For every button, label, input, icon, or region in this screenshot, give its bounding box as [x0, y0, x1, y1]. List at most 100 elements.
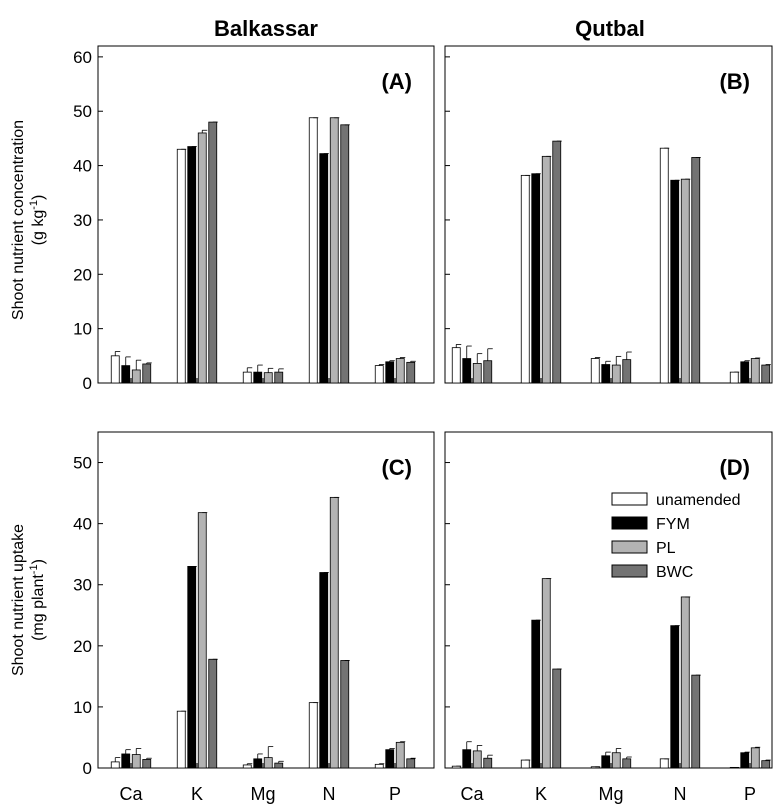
bar-bwc-mg [622, 359, 632, 384]
ylabel-top-line1: Shoot nutrient concentration [10, 120, 27, 320]
bar-fym-ca [462, 749, 472, 769]
bar-bwc-p [406, 361, 416, 384]
bar-bwc-n [691, 674, 701, 769]
bar-fym-k [531, 619, 541, 769]
bar-bwc-n [340, 660, 350, 769]
legend-label-fym: FYM [656, 516, 690, 533]
bar-bwc-k [208, 121, 218, 384]
panel-a: 0 10 20 30 40 50 60 (A) [73, 45, 435, 393]
y-tick-label: 20 [73, 265, 92, 284]
bar-unamended-p [374, 763, 384, 769]
bar-fym-p [740, 361, 750, 384]
bar-bwc-mg [274, 762, 284, 769]
bar-pl-mg [263, 757, 273, 769]
bar-bwc-k [552, 140, 562, 384]
bar-fym-k [187, 146, 197, 384]
y-tick-label: 0 [83, 759, 92, 778]
bar-pl-k [541, 155, 551, 384]
x-tick-label-p: P [744, 784, 756, 804]
legend: unamended FYM PL BWC [611, 492, 741, 581]
bar-bwc-ca [142, 759, 152, 769]
x-tick-label-n: N [323, 784, 336, 804]
bar-fym-n [670, 179, 680, 384]
ylabel-bottom-line2: (mg plant-1) [28, 559, 47, 641]
panel-b: (B) [444, 45, 773, 384]
bar-fym-p [385, 361, 395, 384]
legend-swatch-fym [611, 516, 648, 530]
panel-frame [97, 45, 435, 384]
panel-c: 0 10 20 30 40 50 Ca K Mg N P (C) [73, 431, 435, 804]
panel-label-c: (C) [381, 455, 412, 480]
bar-unamended-n [659, 758, 669, 769]
bar-unamended-p [374, 365, 384, 384]
ylabel-bottom: Shoot nutrient uptake (mg plant-1) [10, 524, 47, 676]
bar-unamended-k [176, 710, 186, 769]
bar-bwc-p [761, 760, 771, 769]
bar-fym-mg [601, 364, 611, 384]
bar-pl-k [541, 578, 551, 769]
y-tick-label: 10 [73, 320, 92, 339]
bar-bwc-k [208, 658, 218, 769]
bar-unamended-n [308, 702, 318, 769]
x-tick-label-n: N [674, 784, 687, 804]
x-tick-label-p: P [389, 784, 401, 804]
panel-label-a: (A) [381, 69, 412, 94]
bar-unamended-p [729, 371, 739, 384]
y-tick-label: 20 [73, 637, 92, 656]
bar-bwc-mg [274, 371, 284, 384]
y-tick-label: 10 [73, 698, 92, 717]
bar-bwc-k [552, 668, 562, 769]
bar-fym-k [531, 173, 541, 384]
bar-pl-p [750, 747, 760, 769]
legend-label-bwc: BWC [656, 564, 693, 581]
y-tick-label: 50 [73, 454, 92, 473]
ylabel-top-unit: (g kg [30, 210, 47, 246]
bar-unamended-mg [242, 371, 252, 384]
legend-label-pl: PL [656, 540, 676, 557]
ylabel-bottom-sup: -1 [28, 564, 40, 574]
bar-bwc-ca [483, 360, 493, 384]
bar-pl-k [197, 132, 207, 384]
y-tick-label: 40 [73, 515, 92, 534]
bar-bwc-mg [622, 758, 632, 769]
bar-unamended-ca [451, 347, 461, 384]
legend-swatch-pl [611, 540, 648, 554]
column-title-balkassar: Balkassar [214, 16, 318, 41]
bar-pl-p [395, 741, 405, 769]
ylabel-top-line2: (g kg-1) [28, 195, 47, 246]
legend-swatch-unamended [611, 492, 648, 506]
bar-pl-k [197, 512, 207, 769]
bar-pl-ca [131, 754, 141, 769]
panel-label-b: (B) [719, 69, 750, 94]
bar-fym-ca [121, 365, 131, 384]
legend-label-unamended: unamended [656, 492, 741, 509]
x-tick-label-mg: Mg [250, 784, 275, 804]
x-tick-label-ca: Ca [460, 784, 484, 804]
panel-frame [444, 45, 773, 384]
bar-bwc-n [691, 157, 701, 384]
x-tick-label-ca: Ca [119, 784, 143, 804]
bar-pl-mg [611, 364, 621, 384]
panel-frame [444, 431, 773, 769]
bar-fym-n [319, 572, 329, 769]
y-tick-label: 30 [73, 211, 92, 230]
bar-pl-mg [611, 752, 621, 769]
bar-fym-p [740, 752, 750, 769]
y-tick-label: 40 [73, 157, 92, 176]
bar-fym-p [385, 749, 395, 769]
panel-frame [97, 431, 435, 769]
bar-fym-n [670, 625, 680, 769]
x-tick-label-k: K [191, 784, 203, 804]
bar-unamended-mg [590, 358, 600, 384]
bar-pl-p [750, 358, 760, 384]
ylabel-top-close: ) [30, 195, 47, 200]
panel-d: Ca K Mg N P (D) [444, 431, 773, 804]
bar-pl-n [680, 178, 690, 384]
bar-unamended-k [520, 759, 530, 769]
bar-pl-ca [472, 750, 482, 769]
bar-fym-k [187, 566, 197, 769]
bar-fym-ca [121, 753, 131, 769]
bar-unamended-mg [242, 764, 252, 769]
bar-fym-mg [601, 755, 611, 769]
bar-pl-n [329, 117, 339, 384]
